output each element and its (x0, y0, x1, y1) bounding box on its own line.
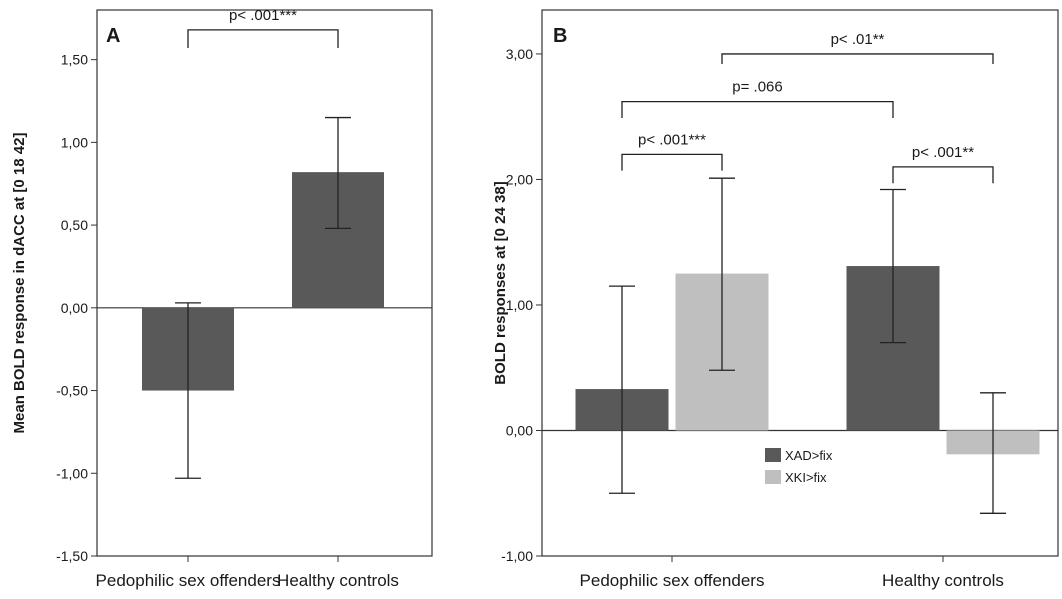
panel-a-y-tick-label: 1,50 (61, 52, 88, 68)
panel-b-plot-frame (541, 9, 1059, 557)
panel-b-significance-bracket (621, 100, 894, 118)
panel-a-y-tick-label: 1,00 (61, 134, 88, 150)
panel-b-significance-bracket (621, 153, 723, 171)
legend-label-xad-fix: XAD>fix (785, 448, 833, 463)
panel-a-y-tick-label: 0,50 (61, 217, 88, 233)
legend-swatch-xad-fix (765, 448, 781, 462)
panel-b-significance-label: p< .001*** (638, 131, 706, 148)
panel-b-y-tick-label: 2,00 (506, 171, 533, 187)
panel-b-y-tick-label: 1,00 (506, 297, 533, 313)
panel-a-y-tick-label: -0,50 (56, 383, 88, 399)
panel-a-plot-frame (96, 9, 433, 557)
panel-b-significance-label: p< .01** (831, 31, 885, 48)
panel-b-significance-label: p< .001** (912, 144, 974, 161)
panel-b-x-tick-label-pedophilic-sex-offenders: Pedophilic sex offenders (580, 571, 765, 590)
panel-b-panel-label: B (553, 25, 567, 47)
legend-swatch-xki-fix (765, 470, 781, 484)
panel-a-x-tick-label-pedophilic-sex-offenders: Pedophilic sex offenders (96, 571, 281, 590)
panel-b-significance-label: p= .066 (732, 79, 782, 96)
panel-b-y-tick-label: 0,00 (506, 422, 533, 438)
panel-b-x-tick-label-healthy-controls: Healthy controls (882, 571, 1004, 590)
panel-b-y-tick-label: -1,00 (501, 548, 533, 564)
panel-a-significance-label: p< .001*** (229, 7, 297, 24)
panel-b-significance-bracket (892, 166, 994, 184)
legend-label-xki-fix: XKI>fix (785, 470, 827, 485)
panel-a-y-tick-label: 0,00 (61, 300, 88, 316)
panel-a-significance-bracket (187, 29, 339, 49)
panel-b-significance-bracket (721, 53, 994, 64)
panel-a-panel-label: A (106, 25, 120, 47)
panel-a-y-tick-label: -1,50 (56, 548, 88, 564)
panel-b-y-axis-label: BOLD responses at [0 24 38] (492, 181, 509, 384)
panel-a-x-tick-label-healthy-controls: Healthy controls (277, 571, 399, 590)
panel-a-y-axis-label: Mean BOLD response in dACC at [0 18 42] (11, 133, 28, 434)
panel-a-y-tick-label: -1,00 (56, 465, 88, 481)
panel-b-y-tick-label: 3,00 (506, 46, 533, 62)
